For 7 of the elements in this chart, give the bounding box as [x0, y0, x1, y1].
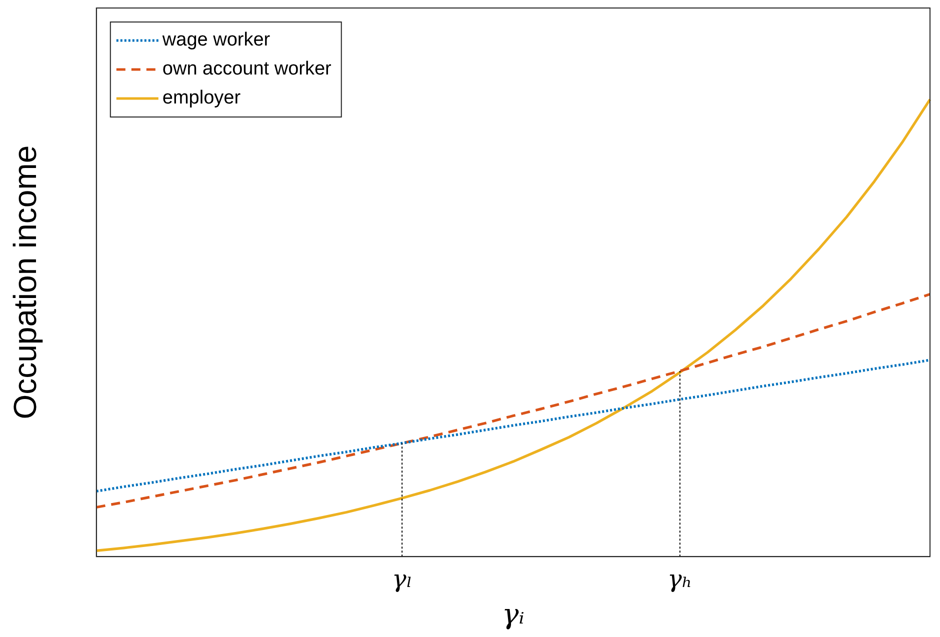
legend-label: employer	[162, 88, 242, 109]
legend-label: own account worker	[162, 58, 332, 80]
x-tick-label: γₕ	[668, 565, 692, 594]
x-axis-title: γᵢ	[502, 597, 524, 630]
legend-label: wage worker	[161, 30, 271, 51]
x-tick-label: γₗ	[392, 565, 412, 594]
y-axis-title: Occupation income	[7, 145, 44, 420]
